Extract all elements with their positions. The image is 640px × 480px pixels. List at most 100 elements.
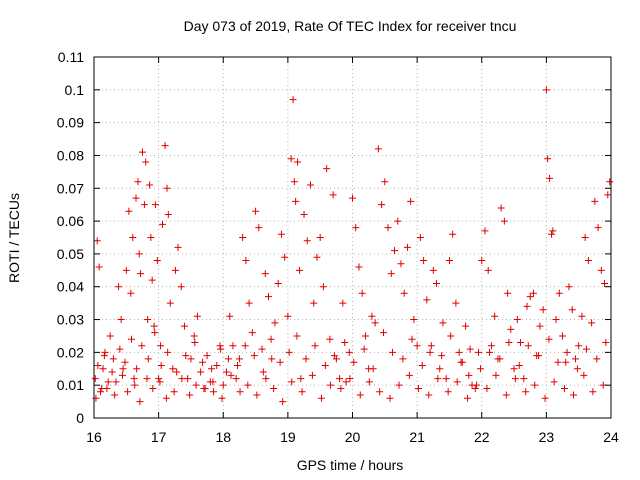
data-point: [345, 348, 353, 356]
data-point: [109, 355, 117, 363]
data-point: [244, 381, 252, 389]
data-point: [326, 335, 334, 343]
data-point: [492, 371, 500, 379]
y-tick-label: 0.08: [57, 147, 84, 163]
x-axis-label: GPS time / hours: [297, 457, 404, 473]
data-point: [164, 348, 172, 356]
data-point: [191, 339, 199, 347]
y-tick-label: 0.11: [58, 49, 84, 65]
data-point: [414, 384, 422, 392]
data-point: [119, 365, 127, 373]
data-point: [399, 355, 407, 363]
data-point: [433, 279, 441, 287]
data-point: [481, 227, 489, 235]
data-point: [203, 352, 211, 360]
data-point: [108, 368, 116, 376]
data-point: [259, 368, 267, 376]
data-point: [306, 181, 314, 189]
data-point: [132, 194, 140, 202]
data-point: [147, 234, 155, 241]
data-point: [464, 394, 472, 402]
data-point: [261, 270, 269, 278]
data-point: [355, 263, 363, 271]
data-point: [121, 358, 129, 366]
data-point: [288, 378, 296, 386]
data-point: [584, 256, 592, 264]
data-point: [434, 375, 442, 383]
data-points: [91, 86, 614, 406]
data-point: [349, 194, 356, 202]
data-point: [303, 237, 311, 245]
data-point: [447, 332, 455, 340]
data-point: [473, 381, 481, 389]
x-tick-label: 24: [603, 429, 619, 445]
data-point: [239, 234, 247, 241]
data-point: [418, 361, 426, 369]
data-point: [389, 348, 397, 356]
data-point: [101, 348, 109, 356]
data-point: [394, 217, 402, 225]
data-point: [157, 361, 165, 369]
data-point: [387, 270, 395, 278]
data-point: [219, 381, 227, 389]
data-point: [293, 332, 301, 340]
data-point: [515, 361, 523, 369]
data-point: [182, 352, 190, 360]
data-point: [523, 302, 531, 310]
x-tick-label: 17: [151, 429, 167, 445]
data-point: [455, 348, 463, 356]
data-point: [604, 191, 612, 199]
data-point: [197, 368, 205, 376]
data-point: [156, 378, 164, 386]
data-point: [161, 142, 169, 150]
data-point: [386, 394, 394, 402]
data-point: [554, 358, 562, 366]
data-point: [513, 316, 521, 324]
data-point: [216, 342, 224, 350]
data-point: [465, 371, 473, 379]
data-point: [578, 312, 586, 320]
data-point: [248, 329, 256, 337]
data-point: [341, 339, 349, 347]
data-point: [539, 306, 547, 314]
data-point: [111, 391, 119, 399]
data-point: [308, 371, 316, 379]
data-point: [281, 253, 289, 261]
data-point: [100, 352, 108, 360]
data-point: [164, 211, 172, 219]
data-point: [405, 371, 413, 379]
data-point: [171, 266, 179, 274]
data-point: [453, 378, 461, 386]
data-point: [92, 394, 100, 402]
data-point: [122, 266, 130, 274]
data-point: [413, 342, 421, 350]
data-point: [143, 375, 151, 383]
x-tick-label: 23: [539, 429, 555, 445]
data-point: [138, 148, 146, 156]
data-point: [368, 312, 376, 320]
data-point: [96, 388, 104, 396]
data-point: [153, 256, 161, 264]
y-axis-label: ROTI / TECUs: [6, 193, 22, 283]
data-point: [471, 384, 479, 392]
data-point: [376, 388, 384, 396]
data-point: [94, 361, 102, 369]
data-point: [491, 312, 499, 320]
data-point: [274, 279, 282, 287]
data-point: [117, 316, 125, 324]
data-point: [462, 322, 470, 330]
data-point: [420, 256, 428, 264]
data-point: [429, 266, 437, 274]
data-point: [570, 391, 578, 399]
data-point: [336, 375, 344, 383]
data-point: [180, 322, 188, 330]
data-point: [313, 253, 321, 261]
data-point: [222, 368, 230, 376]
data-point: [445, 256, 453, 264]
data-point: [329, 191, 337, 199]
data-point: [241, 342, 249, 350]
y-tick-label: 0.04: [57, 279, 84, 295]
data-point: [361, 332, 369, 340]
data-point: [150, 322, 158, 330]
data-point: [98, 384, 106, 392]
